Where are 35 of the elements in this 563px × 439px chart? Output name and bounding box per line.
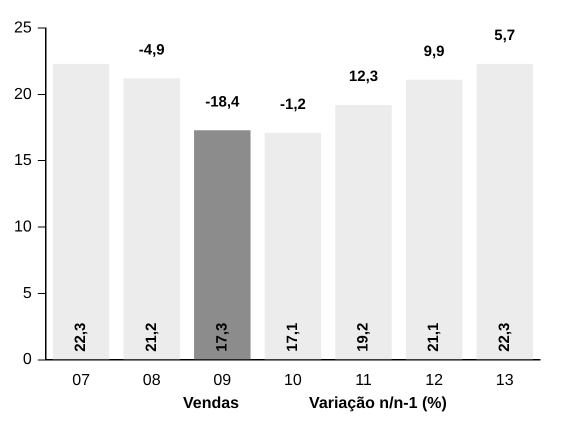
bar [123, 78, 180, 360]
bar [406, 80, 462, 360]
annotation: -18,4 [205, 93, 240, 110]
x-tick-label: 08 [142, 372, 161, 389]
data-label: 21,1 [425, 322, 442, 352]
bar [194, 130, 251, 360]
data-label: 17,3 [213, 322, 230, 352]
text: Variação n/n-1 (%) [309, 395, 447, 413]
x-tick-label: 13 [496, 372, 514, 389]
y-tick-label: 25 [14, 19, 32, 36]
data-label: 19,2 [354, 322, 372, 352]
annotation: 9,9 [424, 42, 445, 60]
bar [264, 132, 322, 360]
y-tick-label: 15 [14, 152, 32, 170]
y-tick-label: 5 [22, 284, 32, 302]
data-label: 22,3 [72, 322, 90, 352]
x-tick-label: 07 [72, 372, 90, 389]
text: Vendas [183, 395, 240, 413]
x-tick-label: 11 [355, 372, 372, 389]
y-tick-label: 10 [14, 218, 32, 236]
data-label: 22,3 [496, 322, 513, 352]
annotation: -4,9 [138, 42, 165, 59]
data-label: 21,2 [142, 322, 160, 352]
x-tick-label: 10 [284, 372, 302, 389]
annotation: 12,3 [348, 68, 378, 86]
annotation: 5,7 [494, 26, 516, 44]
x-tick-label: 09 [213, 372, 232, 389]
bar [52, 64, 110, 360]
x-tick-label: 12 [425, 372, 444, 389]
annotation: -1,2 [280, 96, 306, 113]
data-label: 17,1 [284, 322, 302, 352]
bar [335, 104, 392, 360]
y-tick-label: 0 [22, 351, 32, 368]
bar [476, 64, 533, 360]
y-tick-label: 20 [14, 86, 32, 103]
